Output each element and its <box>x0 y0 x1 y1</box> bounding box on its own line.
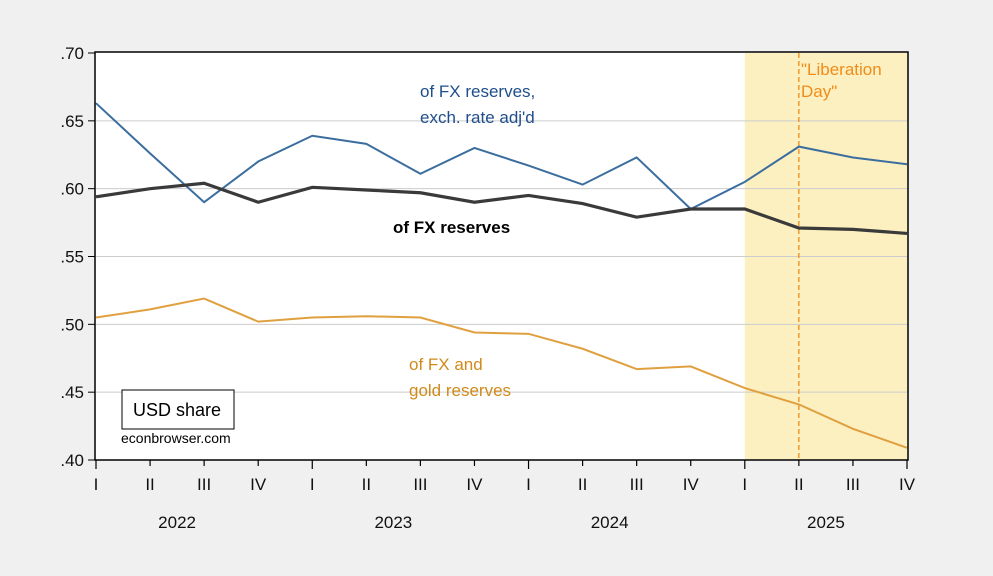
series-label-fx-gold: of FX and gold reserves <box>409 355 511 400</box>
x-quarter-label: II <box>578 475 587 494</box>
series-label-fx-adj: of FX reserves, exch. rate adj'd <box>420 82 535 127</box>
y-axis: .40 .45 .50 .55 .60 .65 .70 <box>60 44 95 470</box>
x-quarter-label: I <box>94 475 99 494</box>
x-quarter-label: IV <box>250 475 267 494</box>
series-label-fx: of FX reserves <box>393 218 510 237</box>
x-quarter-label: I <box>310 475 315 494</box>
x-quarter-label: II <box>145 475 154 494</box>
y-tick-label: .70 <box>60 44 84 63</box>
x-quarter-label: II <box>794 475 803 494</box>
source-text: econbrowser.com <box>121 430 231 446</box>
y-tick-label: .45 <box>60 383 84 402</box>
x-year-label: 2024 <box>591 513 629 532</box>
series-label-fx-gold-line1: of FX and <box>409 355 483 374</box>
series-fx-gold-line <box>95 297 908 449</box>
x-quarter-label: I <box>742 475 747 494</box>
y-tick-label: .60 <box>60 180 84 199</box>
legend-box-text: USD share <box>133 400 221 420</box>
y-tick-label: .40 <box>60 451 84 470</box>
x-year-label: 2023 <box>374 513 412 532</box>
x-year-label: 2025 <box>807 513 845 532</box>
series-label-fx-adj-line1: of FX reserves, <box>420 82 535 101</box>
series-label-fx-adj-line2: exch. rate adj'd <box>420 108 535 127</box>
x-quarter-label: III <box>630 475 644 494</box>
liberation-day-label-line1: "Liberation <box>801 60 882 79</box>
y-tick-label: .65 <box>60 112 84 131</box>
series-fx-line <box>95 181 908 236</box>
liberation-day-label: "Liberation Day" <box>801 60 882 101</box>
legend-box <box>121 389 235 430</box>
series-fx-adj-line <box>95 102 908 211</box>
x-quarter-label: IV <box>683 475 700 494</box>
x-quarter-label: I <box>526 475 531 494</box>
y-tick-label: .55 <box>60 248 84 267</box>
series-label-fx-gold-line2: gold reserves <box>409 381 511 400</box>
x-quarter-label: II <box>362 475 371 494</box>
x-quarter-label: III <box>846 475 860 494</box>
x-quarter-label: III <box>413 475 427 494</box>
liberation-day-label-line2: Day" <box>801 82 837 101</box>
x-year-label: 2022 <box>158 513 196 532</box>
x-quarter-label: III <box>197 475 211 494</box>
x-quarter-label: IV <box>466 475 483 494</box>
x-quarter-label: IV <box>899 475 916 494</box>
y-tick-label: .50 <box>60 315 84 334</box>
series-lines <box>95 102 908 449</box>
